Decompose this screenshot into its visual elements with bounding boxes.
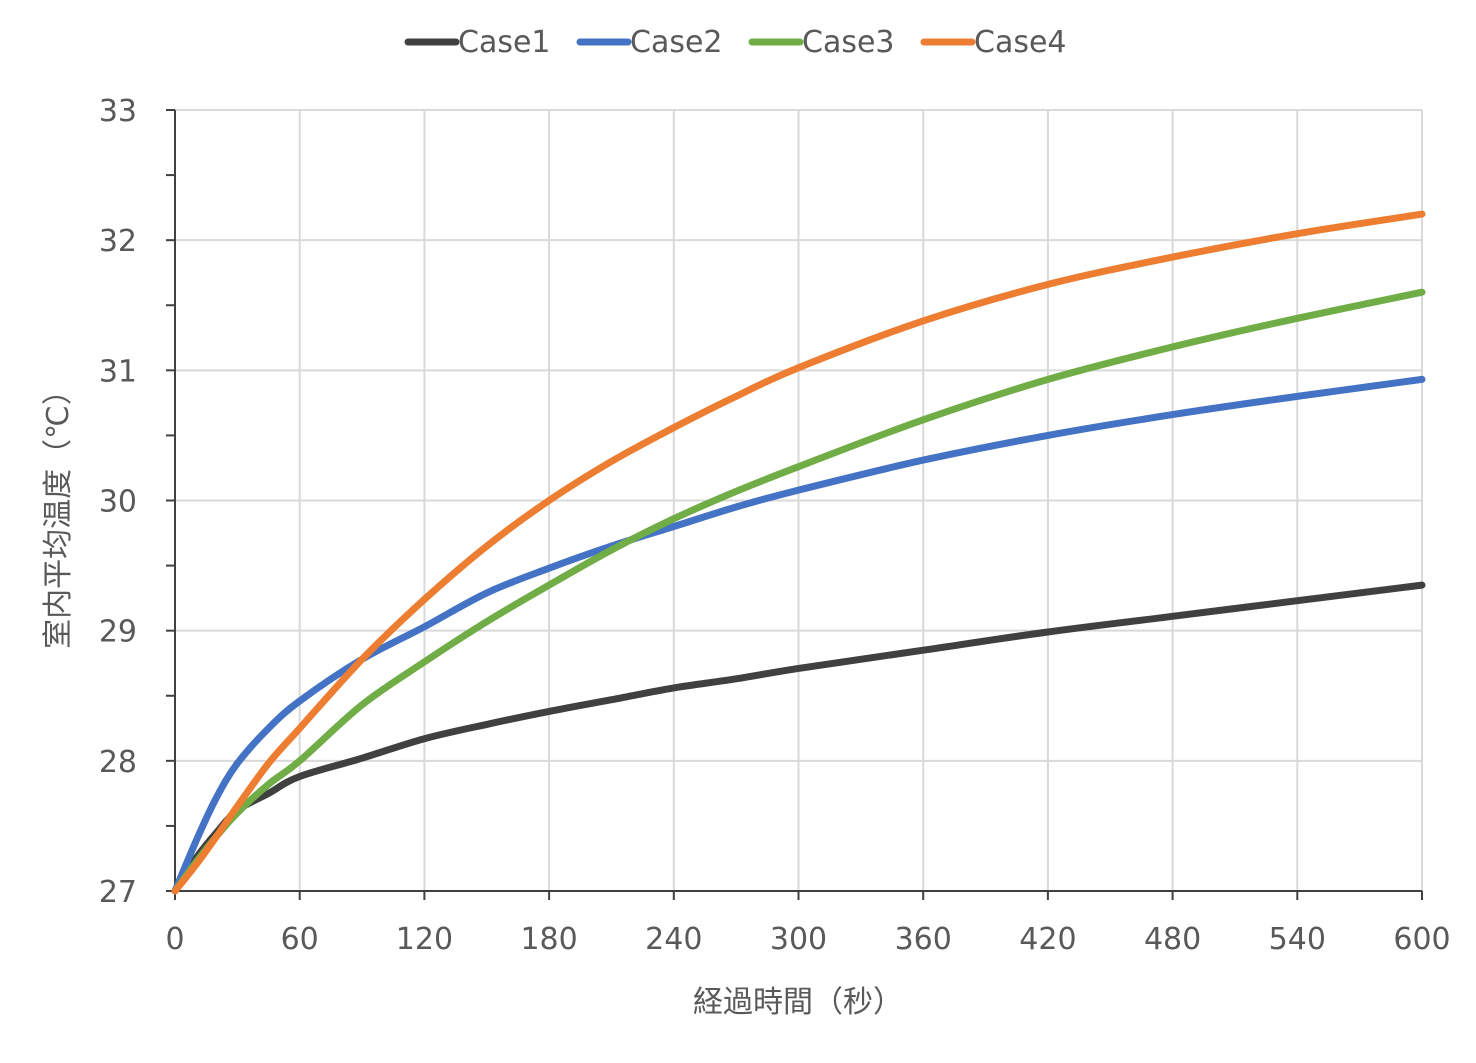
y-tick-label: 31: [99, 354, 137, 389]
x-tick-label: 600: [1393, 922, 1450, 957]
series-lines: [171, 210, 1426, 895]
x-tick-label: 0: [165, 922, 184, 957]
legend-label-case3: Case3: [802, 25, 895, 60]
x-tick-label: 540: [1269, 922, 1326, 957]
series-line-case4: [171, 210, 1426, 895]
x-axis-title: 経過時間（秒）: [693, 985, 903, 1020]
x-tick-label: 240: [645, 922, 702, 957]
x-tick-label: 420: [1019, 922, 1076, 957]
x-tick-label: 120: [396, 922, 453, 957]
x-tick-label: 480: [1144, 922, 1201, 957]
legend: Case1 Case2 Case3 Case4: [404, 25, 1067, 60]
x-tick-label: 300: [770, 922, 827, 957]
x-tick-label: 60: [281, 922, 319, 957]
series-line-case3: [171, 288, 1426, 895]
y-tick-label: 30: [99, 485, 137, 520]
x-tick-label: 180: [520, 922, 577, 957]
legend-label-case2: Case2: [630, 25, 723, 60]
x-tick-label: 360: [895, 922, 952, 957]
tick-labels: 0 60 120 180 240 300 360 420 480 540 600 27 28 29 30 31…: [99, 94, 1451, 957]
y-tick-label: 29: [99, 615, 137, 650]
y-tick-label: 28: [99, 745, 137, 780]
y-axis-title: 室内平均温度（℃）: [41, 375, 76, 649]
legend-label-case4: Case4: [974, 25, 1067, 60]
axes: [166, 109, 1423, 900]
y-tick-label: 33: [99, 94, 137, 129]
gridlines: [175, 109, 1423, 891]
legend-label-case1: Case1: [458, 25, 551, 60]
y-tick-label: 27: [99, 875, 137, 910]
y-tick-label: 32: [99, 224, 137, 259]
